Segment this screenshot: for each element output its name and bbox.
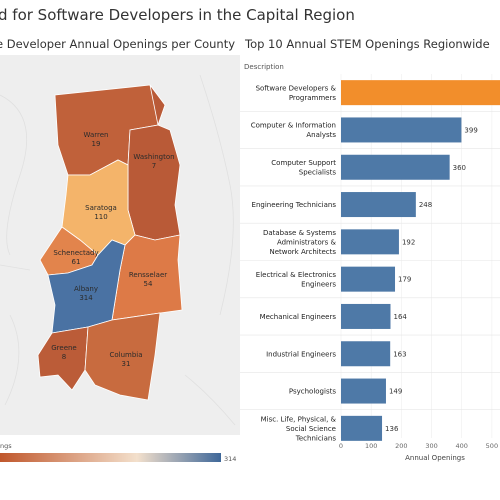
county-shape-columbia[interactable] — [84, 312, 161, 401]
main-title: d for Software Developers in the Capital… — [0, 6, 355, 24]
value-label: 179 — [398, 276, 411, 284]
value-label: 399 — [464, 126, 477, 134]
county-label-saratoga: Saratoga 110 — [85, 204, 117, 221]
county-shape-albany[interactable] — [47, 239, 126, 334]
county-label-greene: Greene 8 — [51, 344, 77, 361]
category-label: Database & Systems Administrators & Networ… — [263, 229, 337, 256]
bar[interactable] — [341, 192, 416, 218]
category-label: Computer Support Specialists — [271, 159, 336, 177]
bar[interactable] — [341, 117, 462, 143]
bar[interactable] — [341, 415, 383, 441]
bar[interactable] — [341, 266, 396, 292]
county-label-warren: Warren 19 — [84, 131, 109, 148]
map-title: e Developer Annual Openings per County — [0, 37, 236, 51]
bar[interactable] — [341, 229, 399, 255]
bar-x-axis: 0 100 200 300 400 500 — [339, 442, 498, 450]
bar[interactable] — [341, 341, 391, 367]
county-label-columbia: Columbia 31 — [109, 351, 142, 368]
x-axis-title: Annual Openings — [405, 454, 465, 462]
bar-title: Top 10 Annual STEM Openings Regionwide — [245, 37, 490, 51]
x-tick-label: 400 — [456, 442, 468, 450]
map-background-roads — [0, 74, 236, 426]
county-label-schenectady: Schenectady 61 — [53, 249, 98, 266]
bar[interactable] — [341, 154, 450, 180]
value-label: 248 — [419, 201, 432, 209]
county-map: Warren 19 Washington 7 Saratoga 110 Schenec… — [0, 55, 240, 435]
bar-chart: Description Software Developers & Program… — [240, 63, 500, 462]
category-label: Misc. Life, Physical, & Social Science Tec… — [261, 415, 337, 442]
legend-gradient-bar — [0, 453, 221, 462]
county-label-rensselaer: Rensselaer 54 — [129, 271, 167, 288]
county-label-albany: Albany 314 — [74, 285, 98, 302]
x-tick-label: 500 — [486, 442, 498, 450]
x-tick-label: 100 — [365, 442, 377, 450]
bar-rows: Software Developers & Programmers Computer… — [240, 80, 500, 442]
value-label: 163 — [393, 350, 406, 358]
county-label-washington: Washington 7 — [133, 153, 174, 170]
category-label: Psychologists — [289, 388, 336, 396]
value-label: 360 — [453, 164, 466, 172]
legend-max-label: 314 — [224, 455, 236, 463]
x-tick-label: 300 — [425, 442, 437, 450]
value-label: 164 — [393, 313, 407, 321]
color-legend: ngs 314 — [0, 442, 236, 463]
bar[interactable] — [341, 378, 386, 404]
category-label: Mechanical Engineers — [260, 313, 337, 321]
category-label: Computer & Information Analysts — [251, 122, 337, 140]
x-tick-label: 0 — [339, 442, 343, 450]
value-label: 136 — [385, 425, 399, 433]
x-tick-label: 200 — [395, 442, 407, 450]
category-label: Industrial Engineers — [266, 350, 336, 358]
column-header: Description — [244, 63, 284, 71]
legend-label: ngs — [0, 442, 12, 450]
category-label: Electrical & Electronics Engineers — [256, 271, 337, 289]
bar[interactable] — [341, 80, 500, 106]
value-label: 149 — [389, 388, 402, 396]
category-label: Engineering Technicians — [252, 201, 337, 209]
bar[interactable] — [341, 303, 391, 329]
value-label: 192 — [402, 238, 415, 246]
category-label: Software Developers & Programmers — [256, 84, 337, 102]
